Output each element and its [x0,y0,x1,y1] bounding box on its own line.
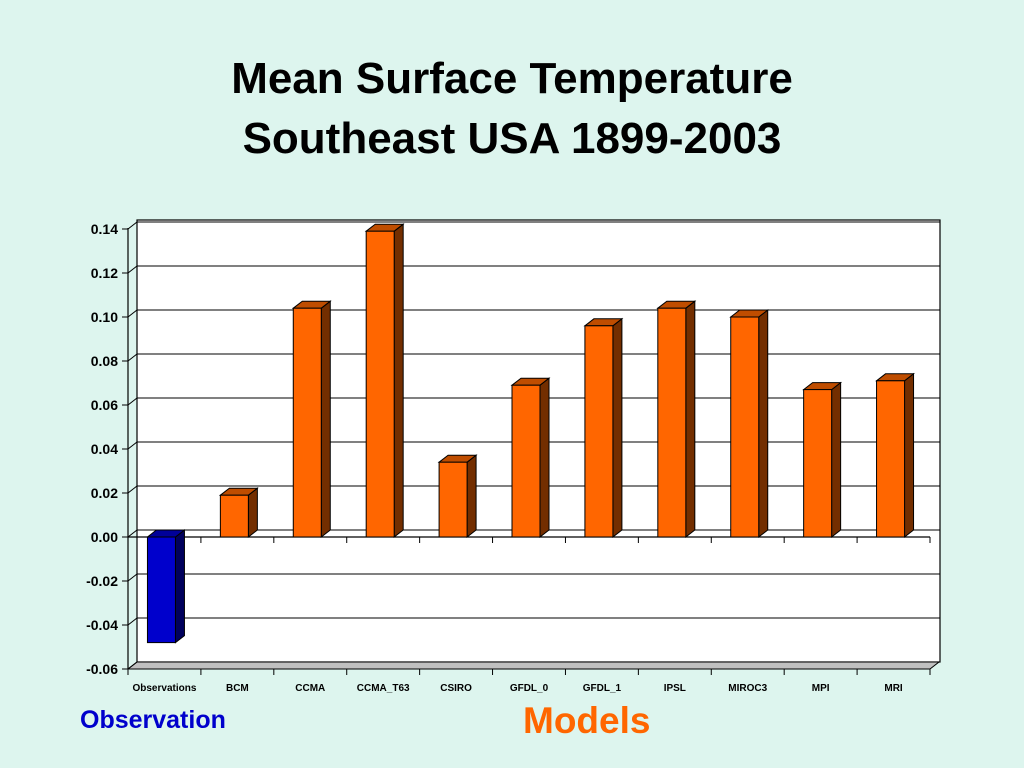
y-tick-diagonal [127,441,138,450]
y-tick-label: 0.14 [91,221,118,237]
x-tick-label: IPSL [664,683,686,694]
bar-mpi [802,381,843,539]
y-tick-label: 0.04 [91,441,118,457]
bar-ipsl [656,300,697,539]
x-tick-label: MRI [884,683,903,694]
x-tick-label: MPI [812,683,830,694]
y-tick-diagonal [127,529,138,538]
models-label: Models [523,700,651,741]
bar-mri [875,372,916,539]
y-tick-diagonal [127,265,138,274]
y-tick-label: 0.12 [91,265,118,281]
bar-miroc3 [729,308,770,539]
y-tick-label: -0.02 [86,573,118,589]
x-tick-label: BCM [226,683,249,694]
bar-gfdl_1 [583,317,624,539]
x-tick-label: Observations [132,683,196,694]
y-tick-label: -0.04 [86,617,118,633]
x-tick-label: MIROC3 [728,683,767,694]
bar-ccma [291,300,332,539]
y-tick-diagonal [127,309,138,318]
bar-ccma_t63 [364,223,405,539]
y-tick-diagonal [127,221,138,230]
x-tick-label: CCMA_T63 [357,683,410,694]
y-tick-label: 0.06 [91,397,118,413]
bar-gfdl_0 [510,377,551,539]
y-tick-diagonal [127,661,138,670]
y-tick-label: 0.10 [91,309,118,325]
bar-csiro [437,454,478,539]
y-tick-diagonal [127,485,138,494]
y-tick-diagonal [127,353,138,362]
y-tick-label: 0.08 [91,353,118,369]
observation-label: Observation [80,706,226,734]
y-tick-label: -0.06 [86,661,118,677]
x-tick-label: GFDL_0 [510,683,549,694]
bar-observations [145,528,186,644]
y-tick-label: 0.00 [91,529,118,545]
bar-bcm [218,487,259,539]
x-tick-label: CSIRO [440,683,472,694]
slide-title-line1: Mean Surface Temperature [231,54,793,103]
x-tick-label: CCMA [295,683,325,694]
chart-floor [126,661,941,670]
y-tick-label: 0.02 [91,485,118,501]
x-tick-label: GFDL_1 [583,683,622,694]
y-tick-diagonal [127,573,138,582]
y-tick-diagonal [127,617,138,626]
y-tick-diagonal [127,397,138,406]
slide-title-line2: Southeast USA 1899-2003 [242,114,782,163]
